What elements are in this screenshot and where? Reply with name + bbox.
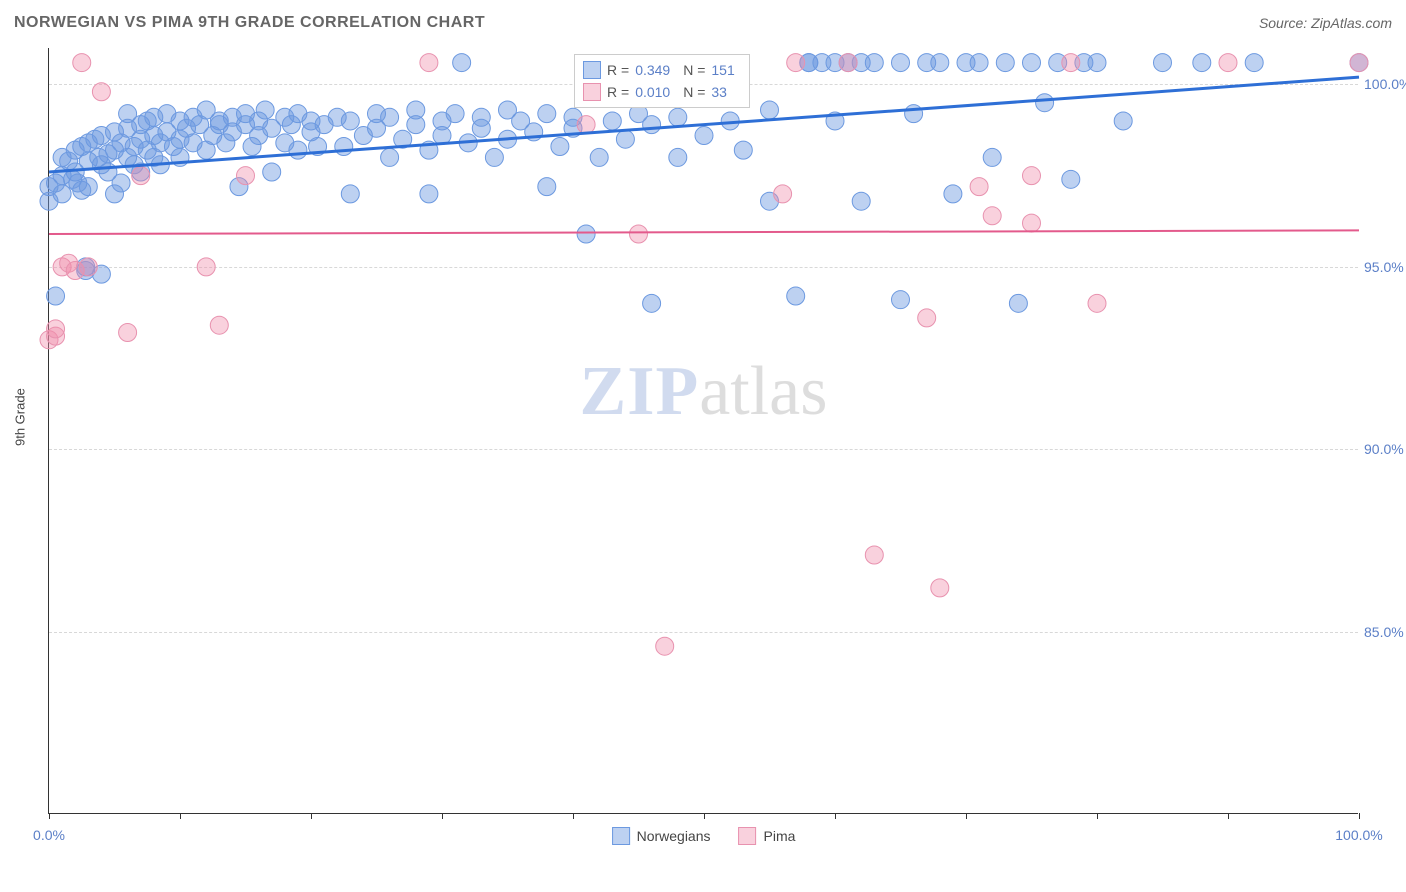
legend-r-value: 0.010 — [635, 81, 677, 103]
x-tick-mark — [704, 813, 705, 819]
legend-item-norwegians: Norwegians — [612, 827, 711, 845]
x-tick-mark — [180, 813, 181, 819]
pima-trend-line — [49, 230, 1359, 234]
legend-n-value: 33 — [711, 81, 741, 103]
x-tick-mark — [835, 813, 836, 819]
legend-swatch-icon — [583, 61, 601, 79]
y-tick-label: 90.0% — [1364, 441, 1406, 457]
legend-label: Norwegians — [637, 828, 711, 844]
x-tick-mark — [1097, 813, 1098, 819]
x-tick-mark — [966, 813, 967, 819]
legend-row-norwegians: R = 0.349 N = 151 — [583, 59, 741, 81]
legend-swatch-icon — [739, 827, 757, 845]
legend-row-pima: R = 0.010 N = 33 — [583, 81, 741, 103]
y-axis-label: 9th Grade — [13, 388, 28, 446]
legend-swatch-icon — [612, 827, 630, 845]
chart-title: NORWEGIAN VS PIMA 9TH GRADE CORRELATION … — [14, 14, 485, 32]
legend-r-label: R = — [607, 81, 629, 103]
legend-n-value: 151 — [711, 59, 741, 81]
legend-n-label: N = — [683, 59, 705, 81]
y-tick-label: 100.0% — [1364, 76, 1406, 92]
legend-r-value: 0.349 — [635, 59, 677, 81]
y-tick-label: 85.0% — [1364, 624, 1406, 640]
plot-area: ZIPatlas R =0.349N =151R =0.010N =33 Nor… — [48, 48, 1358, 814]
y-tick-label: 95.0% — [1364, 259, 1406, 275]
legend-item-pima: Pima — [739, 827, 796, 845]
x-tick-mark — [311, 813, 312, 819]
trend-lines — [49, 48, 1358, 813]
x-tick-mark — [49, 813, 50, 819]
legend-label: Pima — [764, 828, 796, 844]
correlation-legend: R = 0.349 N = 151 R = 0.010 N = 33 — [574, 54, 750, 108]
x-tick-mark — [442, 813, 443, 819]
legend-n-label: N = — [683, 81, 705, 103]
chart-source: Source: ZipAtlas.com — [1259, 15, 1392, 31]
x-tick-mark — [1359, 813, 1360, 819]
x-tick-mark — [573, 813, 574, 819]
x-tick-mark — [1228, 813, 1229, 819]
legend-r-label: R = — [607, 59, 629, 81]
x-tick-label: 0.0% — [33, 827, 65, 843]
series-legend: Norwegians Pima — [612, 827, 796, 845]
legend-swatch-icon — [583, 83, 601, 101]
x-tick-label: 100.0% — [1335, 827, 1382, 843]
